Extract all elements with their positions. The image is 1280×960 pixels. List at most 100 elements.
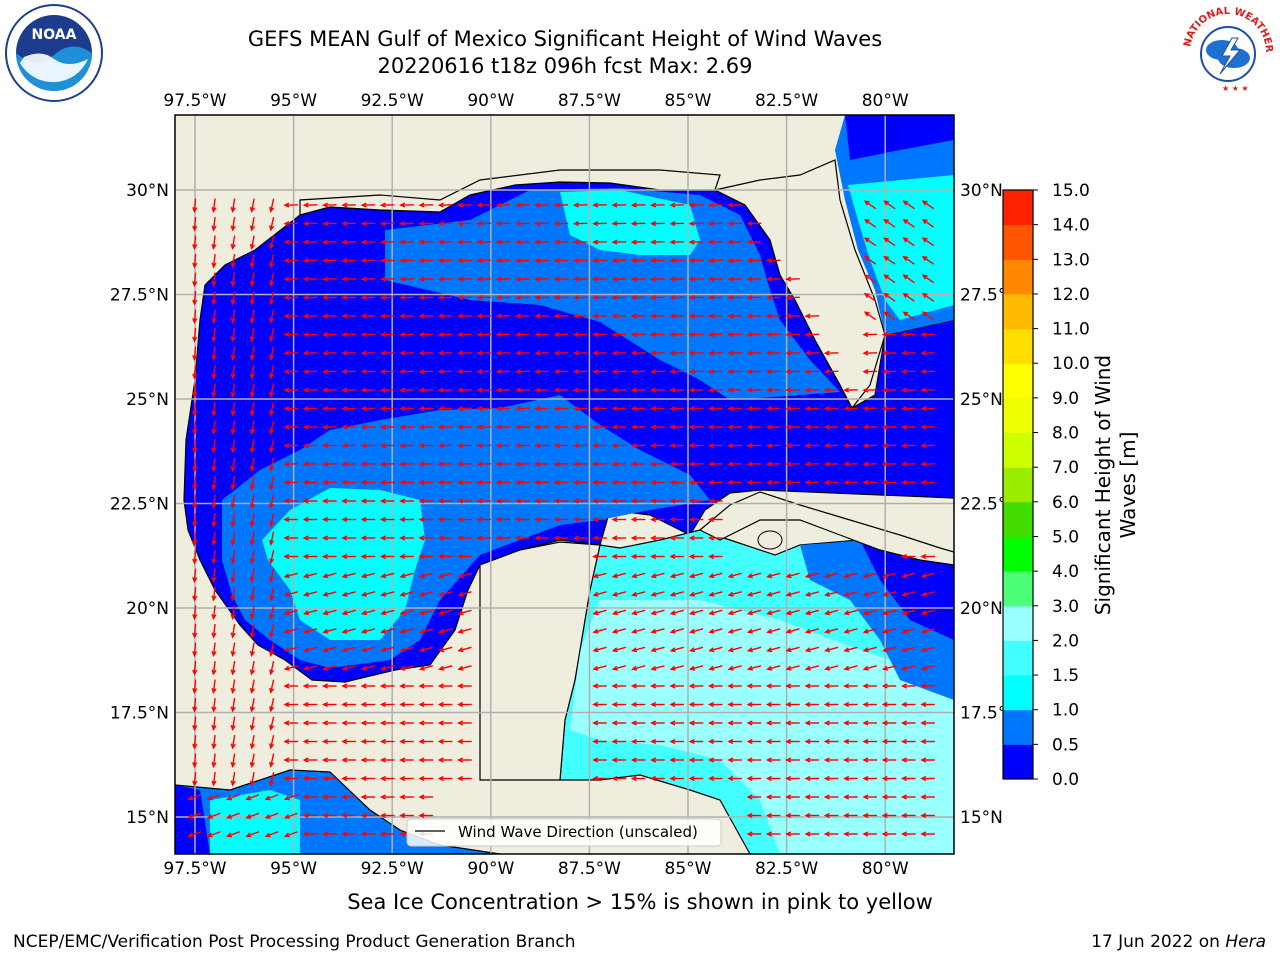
wave-arrow <box>269 328 275 343</box>
wave-arrow <box>211 438 217 454</box>
wave-arrow <box>230 364 236 380</box>
wave-arrow <box>766 609 781 616</box>
wave-arrow <box>321 350 337 356</box>
wave-arrow <box>746 350 762 356</box>
wave-arrow <box>534 295 549 301</box>
wave-arrow <box>823 812 839 819</box>
wave-arrow <box>437 516 453 523</box>
wave-arrow <box>302 609 318 616</box>
wave-arrow <box>669 738 684 745</box>
colorbar-tick-label: 12.0 <box>1052 285 1090 305</box>
lat-label-left: 15°N <box>126 808 169 828</box>
wave-arrow <box>495 461 511 467</box>
wave-arrow <box>630 350 646 356</box>
wave-arrow <box>269 679 275 694</box>
wave-arrow <box>269 494 275 509</box>
wave-arrow <box>746 738 762 745</box>
wave-arrow <box>269 346 275 361</box>
wave-arrow <box>283 387 299 393</box>
wave-arrow <box>920 350 935 356</box>
wave-arrow <box>804 831 820 837</box>
wave-arrow <box>688 479 704 486</box>
wave-arrow <box>302 812 318 819</box>
wave-arrow <box>249 346 255 361</box>
wave-arrow <box>553 295 569 301</box>
wave-arrow <box>862 479 877 486</box>
wave-arrow <box>785 757 800 763</box>
wave-arrow <box>283 258 299 264</box>
wave-arrow <box>804 350 820 356</box>
wave-arrow <box>495 258 511 264</box>
wave-arrow <box>245 794 260 801</box>
wave-arrow <box>341 369 356 375</box>
wave-arrow <box>399 332 414 338</box>
wave-arrow <box>592 295 607 301</box>
wave-arrow <box>902 292 915 302</box>
wave-arrow <box>920 609 935 616</box>
wave-arrow <box>901 646 916 653</box>
wave-arrow <box>230 586 236 602</box>
wave-arrow <box>881 701 897 708</box>
wave-arrow <box>920 406 935 412</box>
wave-arrow <box>302 387 318 393</box>
wave-arrow <box>534 313 549 319</box>
wave-arrow <box>592 646 607 653</box>
wave-arrow <box>379 516 395 523</box>
wave-arrow <box>283 665 298 671</box>
colorbar-tick-label: 6.0 <box>1052 493 1079 513</box>
wave-arrow <box>630 461 646 467</box>
wave-arrow <box>495 350 511 356</box>
wave-arrow <box>379 498 395 504</box>
wave-arrow <box>881 387 897 393</box>
wave-arrow <box>269 439 275 454</box>
footer-date: 17 Jun 2022 on Hera <box>1091 932 1266 952</box>
noaa-logo: NOAA <box>5 4 103 102</box>
wave-arrow <box>476 516 491 523</box>
wave-arrow <box>438 572 453 579</box>
wave-arrow <box>418 406 434 412</box>
wave-arrow <box>269 254 275 269</box>
wave-arrow <box>804 701 820 708</box>
wave-arrow <box>650 553 665 560</box>
axis-labels: 97.5°W 97.5°W 95°W 95°W 92.5°W 92.5°W 90°W 90°W… <box>110 91 1019 879</box>
colorbar-tick-label: 1.5 <box>1052 666 1079 686</box>
wave-arrow <box>341 221 356 227</box>
wave-arrow <box>360 276 376 282</box>
wave-arrow <box>192 327 198 343</box>
wave-arrow <box>249 568 255 583</box>
wave-arrow <box>302 313 318 319</box>
wave-arrow <box>457 202 472 208</box>
wave-arrow <box>611 332 627 338</box>
wave-arrow <box>360 461 376 467</box>
lon-label-top: 97.5°W <box>163 91 226 111</box>
wave-arrow <box>514 332 530 338</box>
wave-arrow <box>230 346 236 362</box>
wave-arrow <box>824 628 839 634</box>
wave-arrow <box>399 535 414 541</box>
wave-arrow <box>341 350 356 356</box>
chart-subtitle: 20220616 t18z 096h fcst Max: 2.69 <box>377 54 753 78</box>
wave-arrow <box>553 461 569 467</box>
pacific-water-high <box>210 790 300 854</box>
wave-arrow <box>707 424 723 430</box>
wave-arrow <box>746 812 762 819</box>
wave-arrow <box>211 309 217 325</box>
wave-arrow <box>321 258 337 264</box>
colorbar-swatch <box>1003 744 1033 780</box>
wave-arrow <box>534 258 549 264</box>
wave-arrow <box>611 701 627 708</box>
wave-arrow <box>920 424 935 430</box>
wave-arrow <box>630 683 646 689</box>
wave-arrow <box>785 350 800 356</box>
wave-arrow <box>862 591 877 597</box>
wave-arrow <box>804 479 820 486</box>
wave-arrow <box>707 757 723 763</box>
wave-arrow <box>418 276 434 282</box>
wave-arrow <box>476 350 492 356</box>
wave-arrow <box>592 757 607 763</box>
wave-arrow <box>283 535 298 541</box>
wave-arrow <box>457 332 472 338</box>
wave-arrow <box>302 479 318 486</box>
wave-arrow <box>437 535 453 541</box>
